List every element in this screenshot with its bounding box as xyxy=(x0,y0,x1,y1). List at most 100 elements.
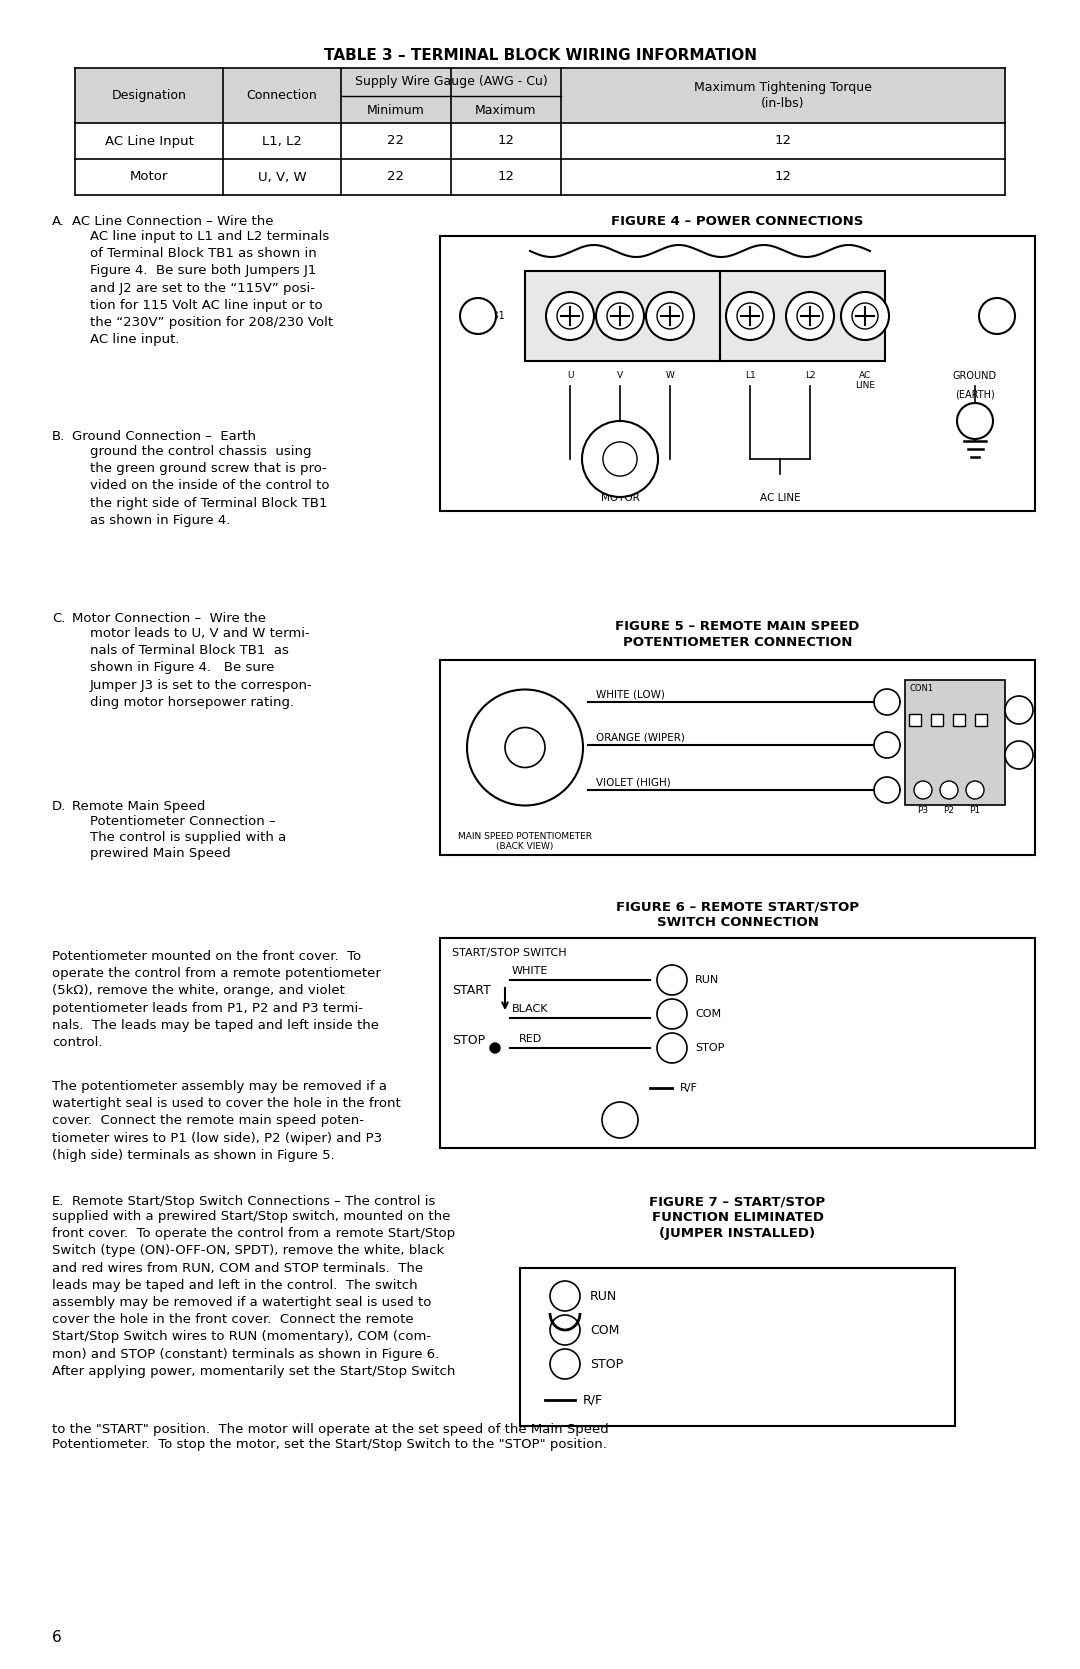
Text: 22: 22 xyxy=(388,170,405,184)
Bar xyxy=(75,159,1005,195)
Text: FIGURE 6 – REMOTE START/STOP
SWITCH CONNECTION: FIGURE 6 – REMOTE START/STOP SWITCH CONN… xyxy=(616,900,859,930)
Text: AC LINE: AC LINE xyxy=(759,492,800,502)
Text: Remote Start/Stop Switch Connections – The control is: Remote Start/Stop Switch Connections – T… xyxy=(72,1195,435,1208)
Circle shape xyxy=(978,299,1015,334)
Text: prewired Main Speed: prewired Main Speed xyxy=(90,846,231,860)
Circle shape xyxy=(657,965,687,995)
Circle shape xyxy=(550,1282,580,1312)
Text: MAIN SPEED POTENTIOMETER: MAIN SPEED POTENTIOMETER xyxy=(458,833,592,841)
Circle shape xyxy=(852,304,878,329)
Text: 12: 12 xyxy=(774,170,792,184)
Text: GROUND: GROUND xyxy=(953,371,997,381)
Text: 12: 12 xyxy=(498,170,514,184)
Bar xyxy=(440,235,1035,511)
Text: COM: COM xyxy=(696,1010,721,1020)
Bar xyxy=(75,124,1005,159)
Bar xyxy=(75,68,1005,124)
Circle shape xyxy=(841,292,889,340)
Circle shape xyxy=(737,304,762,329)
Circle shape xyxy=(596,292,644,340)
Circle shape xyxy=(467,689,583,806)
Bar xyxy=(75,68,1005,195)
Circle shape xyxy=(602,1102,638,1138)
Text: WHITE (LOW): WHITE (LOW) xyxy=(596,689,665,699)
Bar xyxy=(909,714,921,726)
Text: A.: A. xyxy=(52,215,65,229)
Text: Connection: Connection xyxy=(246,88,318,102)
Text: Motor: Motor xyxy=(130,170,168,184)
Bar xyxy=(525,270,885,361)
Text: The potentiometer assembly may be removed if a
watertight seal is used to cover : The potentiometer assembly may be remove… xyxy=(52,1080,401,1162)
Text: Maximum: Maximum xyxy=(475,103,537,117)
Circle shape xyxy=(874,689,900,714)
Text: U, V, W: U, V, W xyxy=(258,170,307,184)
Text: U: U xyxy=(567,371,573,381)
Circle shape xyxy=(657,1033,687,1063)
Text: Maximum Tightening Torque
(in-lbs): Maximum Tightening Torque (in-lbs) xyxy=(694,82,872,110)
Circle shape xyxy=(550,1349,580,1379)
Text: The control is supplied with a: The control is supplied with a xyxy=(90,831,286,845)
Bar xyxy=(519,1268,955,1425)
Text: START/STOP SWITCH: START/STOP SWITCH xyxy=(453,948,567,958)
Text: RUN: RUN xyxy=(696,975,719,985)
Text: (EARTH): (EARTH) xyxy=(955,389,995,399)
Text: STOP: STOP xyxy=(696,1043,725,1053)
Text: L1, L2: L1, L2 xyxy=(262,135,302,147)
Circle shape xyxy=(940,781,958,799)
Bar xyxy=(975,714,987,726)
Circle shape xyxy=(557,304,583,329)
Text: Remote Main Speed: Remote Main Speed xyxy=(72,799,205,813)
Text: to the "START" position.  The motor will operate at the set speed of the Main Sp: to the "START" position. The motor will … xyxy=(52,1424,609,1435)
Text: D.: D. xyxy=(52,799,66,813)
Text: 12: 12 xyxy=(498,135,514,147)
Text: TB1: TB1 xyxy=(486,310,504,320)
Text: VIOLET (HIGH): VIOLET (HIGH) xyxy=(596,778,671,788)
Text: AC Line Input: AC Line Input xyxy=(105,135,193,147)
Circle shape xyxy=(505,728,545,768)
Circle shape xyxy=(550,1315,580,1345)
Text: BLACK: BLACK xyxy=(512,1005,549,1015)
Text: Motor Connection –  Wire the: Motor Connection – Wire the xyxy=(72,613,266,624)
Text: B.: B. xyxy=(52,431,65,442)
Circle shape xyxy=(603,442,637,476)
Circle shape xyxy=(1005,696,1032,724)
Text: START: START xyxy=(453,983,491,996)
Text: Ground Connection –  Earth: Ground Connection – Earth xyxy=(72,431,256,442)
Circle shape xyxy=(874,778,900,803)
Text: RED: RED xyxy=(518,1035,542,1045)
Text: CON1: CON1 xyxy=(909,684,933,693)
Text: AC Line Connection – Wire the: AC Line Connection – Wire the xyxy=(72,215,273,229)
Circle shape xyxy=(657,1000,687,1030)
Bar xyxy=(953,714,966,726)
Text: L2: L2 xyxy=(805,371,815,381)
Circle shape xyxy=(582,421,658,497)
Text: 12: 12 xyxy=(774,135,792,147)
Text: Potentiometer mounted on the front cover.  To
operate the control from a remote : Potentiometer mounted on the front cover… xyxy=(52,950,381,1050)
Circle shape xyxy=(797,304,823,329)
Text: 22: 22 xyxy=(388,135,405,147)
Text: (BACK VIEW): (BACK VIEW) xyxy=(497,841,554,851)
Text: W: W xyxy=(665,371,674,381)
Text: L1: L1 xyxy=(744,371,755,381)
Bar xyxy=(440,659,1035,855)
Text: P1: P1 xyxy=(970,806,981,814)
Circle shape xyxy=(657,304,683,329)
Text: P3: P3 xyxy=(917,806,929,814)
Text: R/F: R/F xyxy=(583,1394,603,1407)
Text: TABLE 3 – TERMINAL BLOCK WIRING INFORMATION: TABLE 3 – TERMINAL BLOCK WIRING INFORMAT… xyxy=(324,48,756,63)
Circle shape xyxy=(966,781,984,799)
Text: P2: P2 xyxy=(944,806,955,814)
Text: Designation: Designation xyxy=(111,88,187,102)
Circle shape xyxy=(786,292,834,340)
Circle shape xyxy=(957,402,993,439)
Text: RUN: RUN xyxy=(590,1290,618,1302)
Text: Minimum: Minimum xyxy=(367,103,424,117)
Circle shape xyxy=(460,299,496,334)
Text: Potentiometer.  To stop the motor, set the Start/Stop Switch to the "STOP" posit: Potentiometer. To stop the motor, set th… xyxy=(52,1439,607,1450)
Text: ORANGE (WIPER): ORANGE (WIPER) xyxy=(596,733,685,743)
Text: V: V xyxy=(617,371,623,381)
Bar xyxy=(905,679,1005,804)
Bar xyxy=(440,938,1035,1148)
Text: ground the control chassis  using
the green ground screw that is pro-
vided on t: ground the control chassis using the gre… xyxy=(90,446,329,527)
Text: FIGURE 4 – POWER CONNECTIONS: FIGURE 4 – POWER CONNECTIONS xyxy=(611,215,864,229)
